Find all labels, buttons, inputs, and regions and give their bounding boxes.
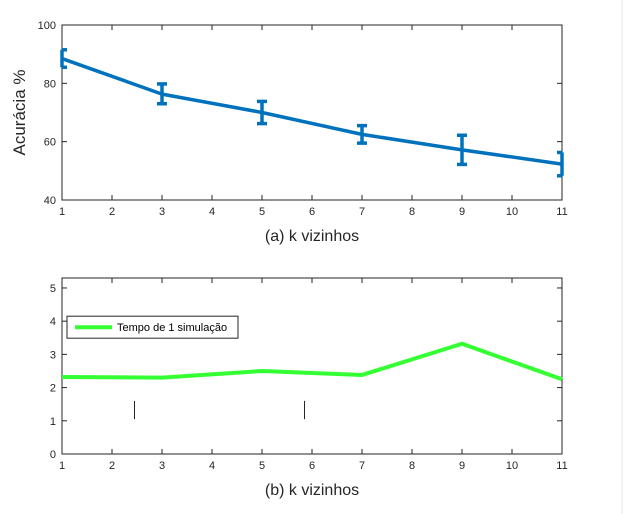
series-line: [61, 341, 563, 382]
error-bar: [60, 48, 67, 70]
plot-area-time: [61, 277, 563, 455]
y-tick-label: 60: [44, 137, 56, 149]
y-tick-label: 1: [50, 416, 56, 428]
y-tick-label: 0: [50, 449, 56, 461]
series-line: [61, 56, 563, 166]
y-tick-label: 2: [50, 383, 56, 395]
x-tick-label: 9: [459, 460, 465, 472]
legend-box: [66, 315, 239, 339]
x-tick-label: 3: [159, 460, 165, 472]
x-axis-label-a: (a) k vizinhos: [265, 228, 359, 245]
y-tick-label: 3: [50, 349, 56, 361]
x-tick-label: 5: [259, 206, 265, 218]
x-tick-label: 1: [59, 460, 65, 472]
x-tick-label: 4: [209, 460, 215, 472]
error-bar: [557, 150, 564, 178]
x-tick-label: 6: [309, 460, 315, 472]
y-tick-label: 4: [50, 316, 56, 328]
x-tick-label: 11: [556, 460, 567, 472]
x-tick-label: 7: [359, 460, 365, 472]
x-tick-label: 2: [109, 206, 115, 218]
x-tick-label: 10: [506, 206, 518, 218]
y-tick-label: 100: [38, 20, 56, 32]
chart-accuracy: 1 2 3 4 5 6 7 8 9 10 11 40 60 80 100 (a) k vizinhos Ac…: [10, 20, 568, 245]
legend-entry: Tempo de 1 simulação: [117, 322, 227, 334]
plot-area-accuracy: [61, 24, 563, 201]
x-tick-label: 3: [159, 206, 165, 218]
x-tick-label: 10: [506, 460, 518, 472]
error-bar: [457, 133, 467, 167]
error-bar: [157, 82, 167, 106]
x-axis-label-b: (b) k vizinhos: [265, 482, 359, 499]
y-tick-label: 5: [50, 283, 56, 295]
x-tick-label: 7: [359, 206, 365, 218]
y-tick-label: 40: [44, 195, 56, 207]
x-tick-label: 9: [459, 206, 465, 218]
error-bar: [357, 123, 367, 145]
y-tick-label: 80: [44, 78, 56, 90]
x-tick-label: 5: [259, 460, 265, 472]
legend: Tempo de 1 simulação: [66, 315, 239, 339]
x-tick-label: 8: [409, 206, 415, 218]
error-bar: [257, 99, 267, 126]
x-tick-label: 2: [109, 460, 115, 472]
x-tick-label: 11: [556, 206, 567, 218]
x-tick-label: 6: [309, 206, 315, 218]
y-axis-label-a: Acurácia %: [10, 70, 29, 156]
x-tick-label: 4: [209, 206, 215, 218]
x-tick-label: 1: [59, 206, 65, 218]
x-tick-label: 8: [409, 460, 415, 472]
